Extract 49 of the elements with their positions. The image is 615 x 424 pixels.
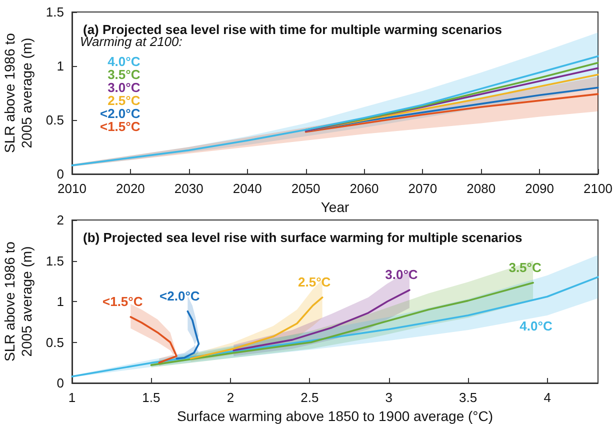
- series-label: <2.0°C: [160, 288, 200, 304]
- x-tick-label: 2010: [58, 181, 86, 196]
- line-series: [71, 55, 599, 166]
- series-label: 3.0°C: [385, 267, 418, 282]
- x-axis-title: Year: [320, 198, 350, 215]
- x-tick-label: 3.5: [459, 390, 478, 405]
- line-series: [232, 289, 410, 352]
- y-tick-label: 2: [56, 212, 64, 228]
- x-tick-label: 1.5: [142, 390, 160, 405]
- x-tick-label: 2080: [466, 181, 496, 196]
- x-tick-label: 1: [68, 390, 76, 405]
- series-label: <1.5°C: [102, 294, 144, 309]
- y-tick-label: 0: [56, 166, 64, 182]
- x-tick-label: 2060: [350, 181, 379, 196]
- y-tick-label: 0.5: [46, 112, 64, 128]
- x-tick-label: 2030: [174, 181, 204, 196]
- series-label: 2.5°C: [298, 274, 332, 290]
- series-label: 3.5°C: [508, 260, 542, 275]
- x-tick-label: 3: [385, 390, 392, 405]
- series-label: 4.0°C: [520, 318, 553, 334]
- text: 2.5°C: [108, 93, 141, 108]
- x-tick-label: 4: [544, 390, 551, 405]
- x-tick-label: 2050: [291, 181, 320, 196]
- y-axis-title: SLR above 1986 to 2005 average (m): [2, 32, 35, 153]
- text: 3.0°C: [108, 80, 141, 95]
- x-tick-label: 2040: [232, 181, 262, 196]
- text: 4.0°C: [108, 54, 141, 69]
- y-tick-label: 1: [56, 58, 64, 74]
- x-tick-label: 2070: [408, 181, 438, 196]
- line-series: [130, 316, 178, 364]
- y-tick-label: 0: [56, 376, 64, 390]
- text: <2.0°C: [100, 106, 141, 121]
- x-tick-label: 2020: [116, 181, 145, 196]
- text: (a) Projected sea level rise with time for multiple warming scenarios: [83, 22, 502, 37]
- x-tick-label: 2: [226, 390, 234, 405]
- text: 3.5°C: [108, 67, 141, 82]
- x-tick-label: 2.5: [300, 390, 319, 405]
- line-series: [304, 93, 599, 133]
- line-series: [176, 310, 200, 360]
- x-tick-label: 2100: [584, 181, 612, 196]
- y-tick-label: 1.5: [46, 253, 64, 268]
- y-tick-label: 0.5: [46, 334, 64, 350]
- y-axis-title: SLR above 1986 to 2005 average (m): [2, 241, 35, 362]
- y-tick-label: 1.5: [46, 4, 64, 20]
- x-tick-label: 2090: [525, 181, 554, 196]
- text: (b) Projected sea level rise with surface warming for multiple scenarios: [83, 230, 522, 245]
- y-tick-label: 1: [56, 294, 64, 309]
- text: <1.5°C: [100, 119, 141, 134]
- x-axis-title: Surface warming above 1850 to 1900 average (°C): [176, 408, 494, 424]
